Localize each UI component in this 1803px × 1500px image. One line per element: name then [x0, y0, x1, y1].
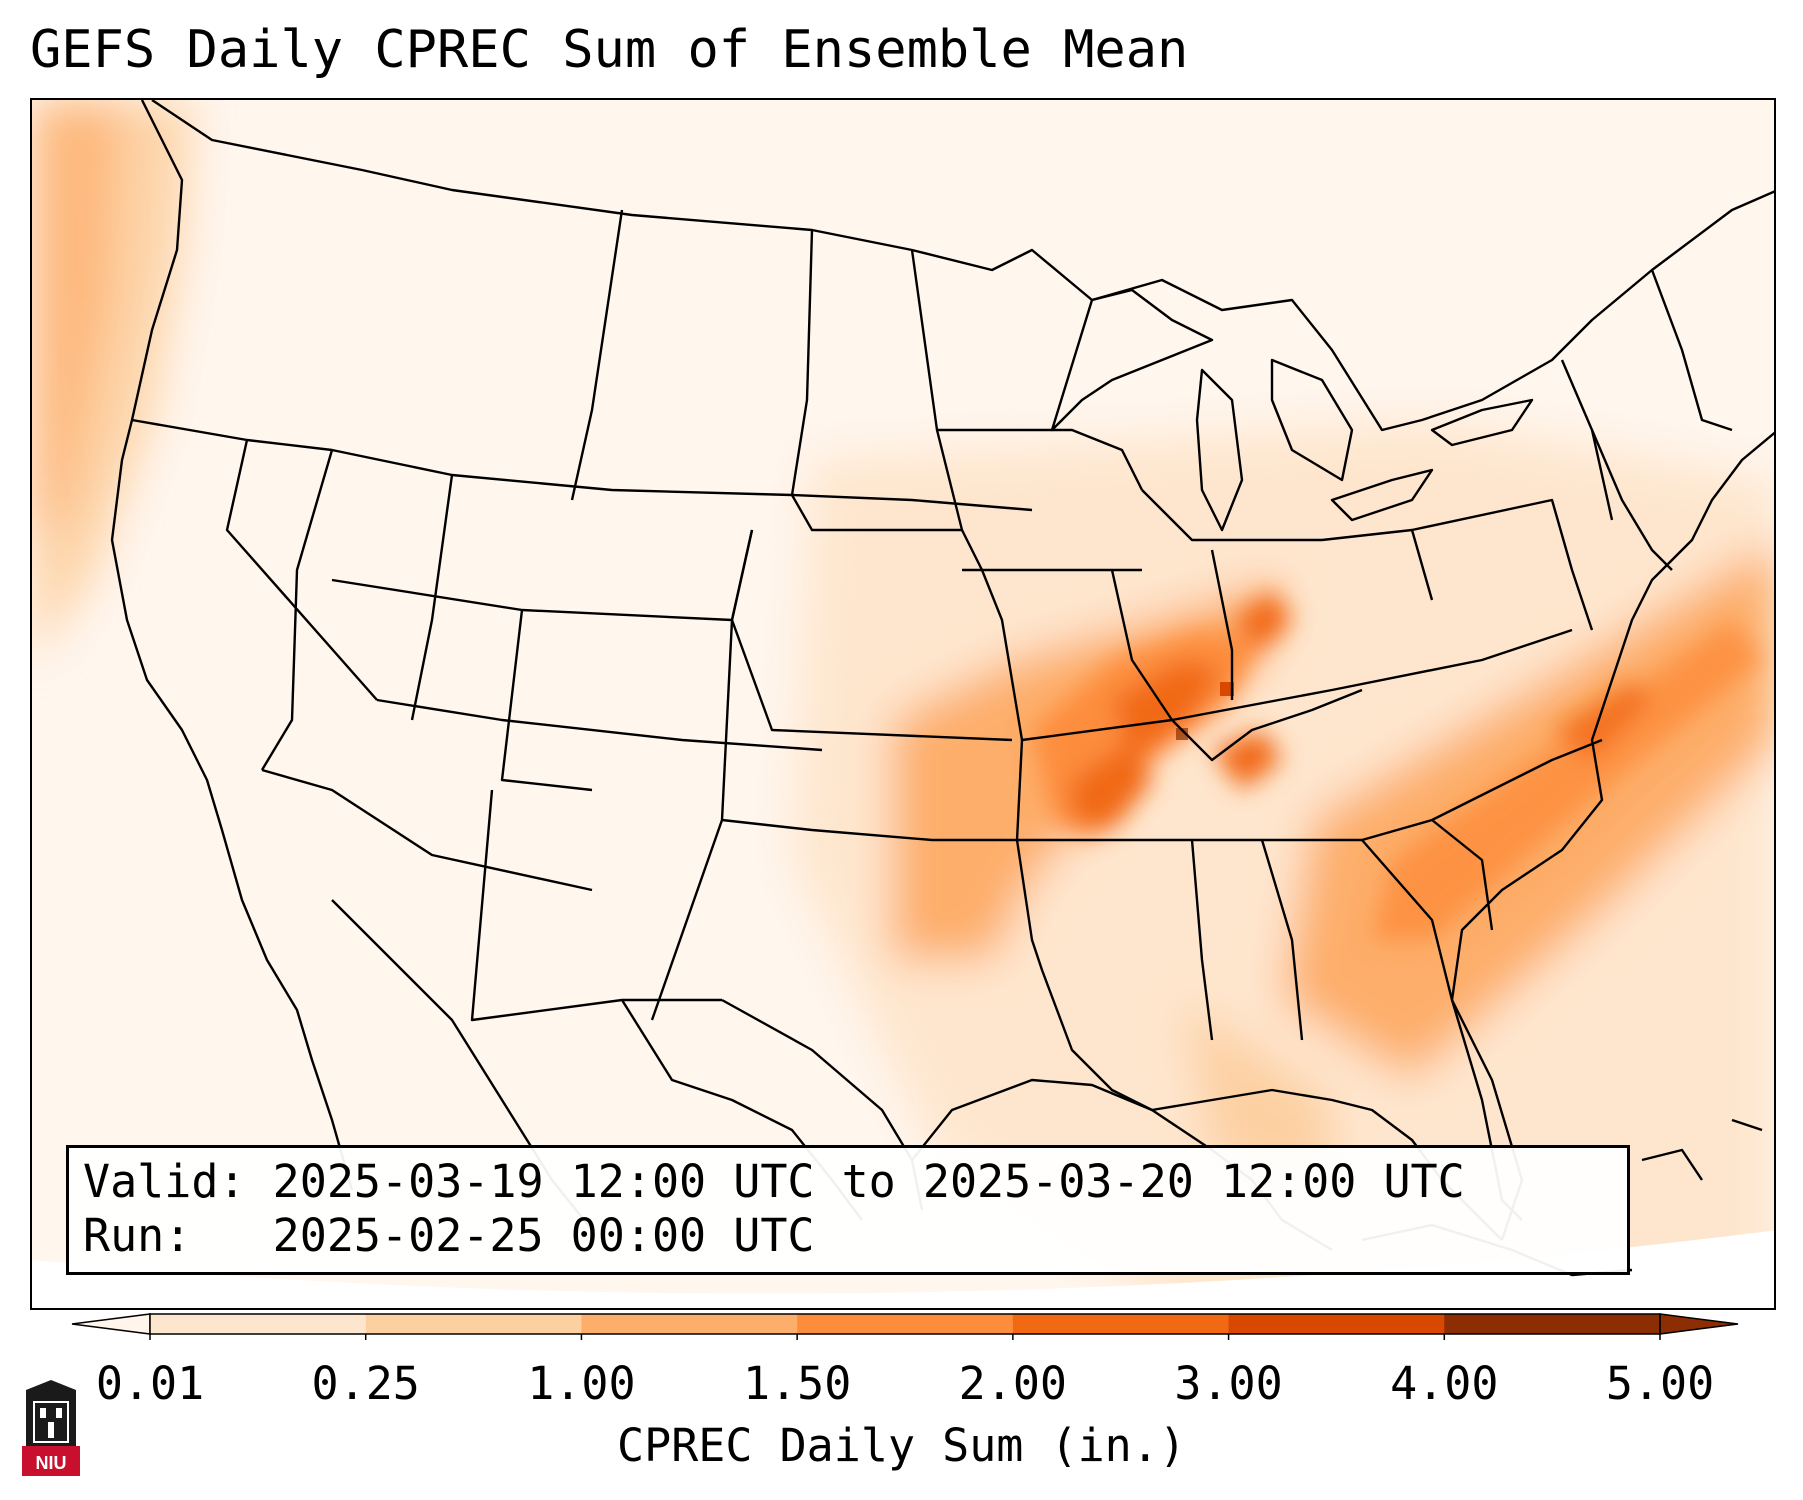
colorbar-segment: [150, 1314, 367, 1334]
colorbar-tick-label: 1.50: [742, 1357, 852, 1410]
run-label: Run:: [83, 1209, 192, 1262]
chart-title: GEFS Daily CPREC Sum of Ensemble Mean: [30, 20, 1189, 80]
valid-line: Valid: 2025-03-19 12:00 UTC to 2025-03-2…: [83, 1156, 1465, 1208]
colorbar-segment: [1012, 1314, 1230, 1334]
colorbar-tick-label: 3.00: [1174, 1357, 1283, 1410]
colorbar-segment: [365, 1314, 582, 1334]
colorbar-segment: [581, 1314, 798, 1334]
colorbar-tick-label: 4.00: [1390, 1357, 1499, 1410]
colorbar-segment: [797, 1314, 1014, 1334]
colorbar-tick-label: 0.01: [95, 1357, 205, 1410]
colorbar-tick-label: 1.00: [527, 1357, 636, 1410]
colorbar-segment: [1444, 1314, 1661, 1334]
niu-logo: NIU: [22, 1380, 80, 1476]
colorbar-tick-label: 0.25: [311, 1357, 420, 1410]
colorbar-tick-label: 2.00: [958, 1357, 1068, 1410]
colorbar-tick-label: 5.00: [1605, 1357, 1715, 1410]
precip-shading: [32, 100, 1774, 1308]
colorbar-label: CPREC Daily Sum (in.): [617, 1419, 1186, 1472]
colorbar-segment: [1228, 1314, 1445, 1334]
valid-run-box: Valid: 2025-03-19 12:00 UTC to 2025-03-2…: [66, 1145, 1630, 1275]
colorbar-extend-max: [1659, 1313, 1739, 1335]
valid-value: 2025-03-19 12:00 UTC to 2025-03-20 12:00…: [272, 1155, 1465, 1208]
logo-text: NIU: [36, 1453, 67, 1473]
colorbar: [71, 1313, 1739, 1340]
run-line: Run: 2025-02-25 00:00 UTC: [83, 1210, 815, 1262]
run-value: 2025-02-25 00:00 UTC: [272, 1209, 815, 1262]
precipitation-map: [30, 98, 1776, 1310]
colorbar-extend-min: [71, 1313, 151, 1335]
valid-label: Valid:: [83, 1155, 246, 1208]
domain-edge: [32, 1230, 1774, 1308]
map-svg: [32, 100, 1774, 1308]
